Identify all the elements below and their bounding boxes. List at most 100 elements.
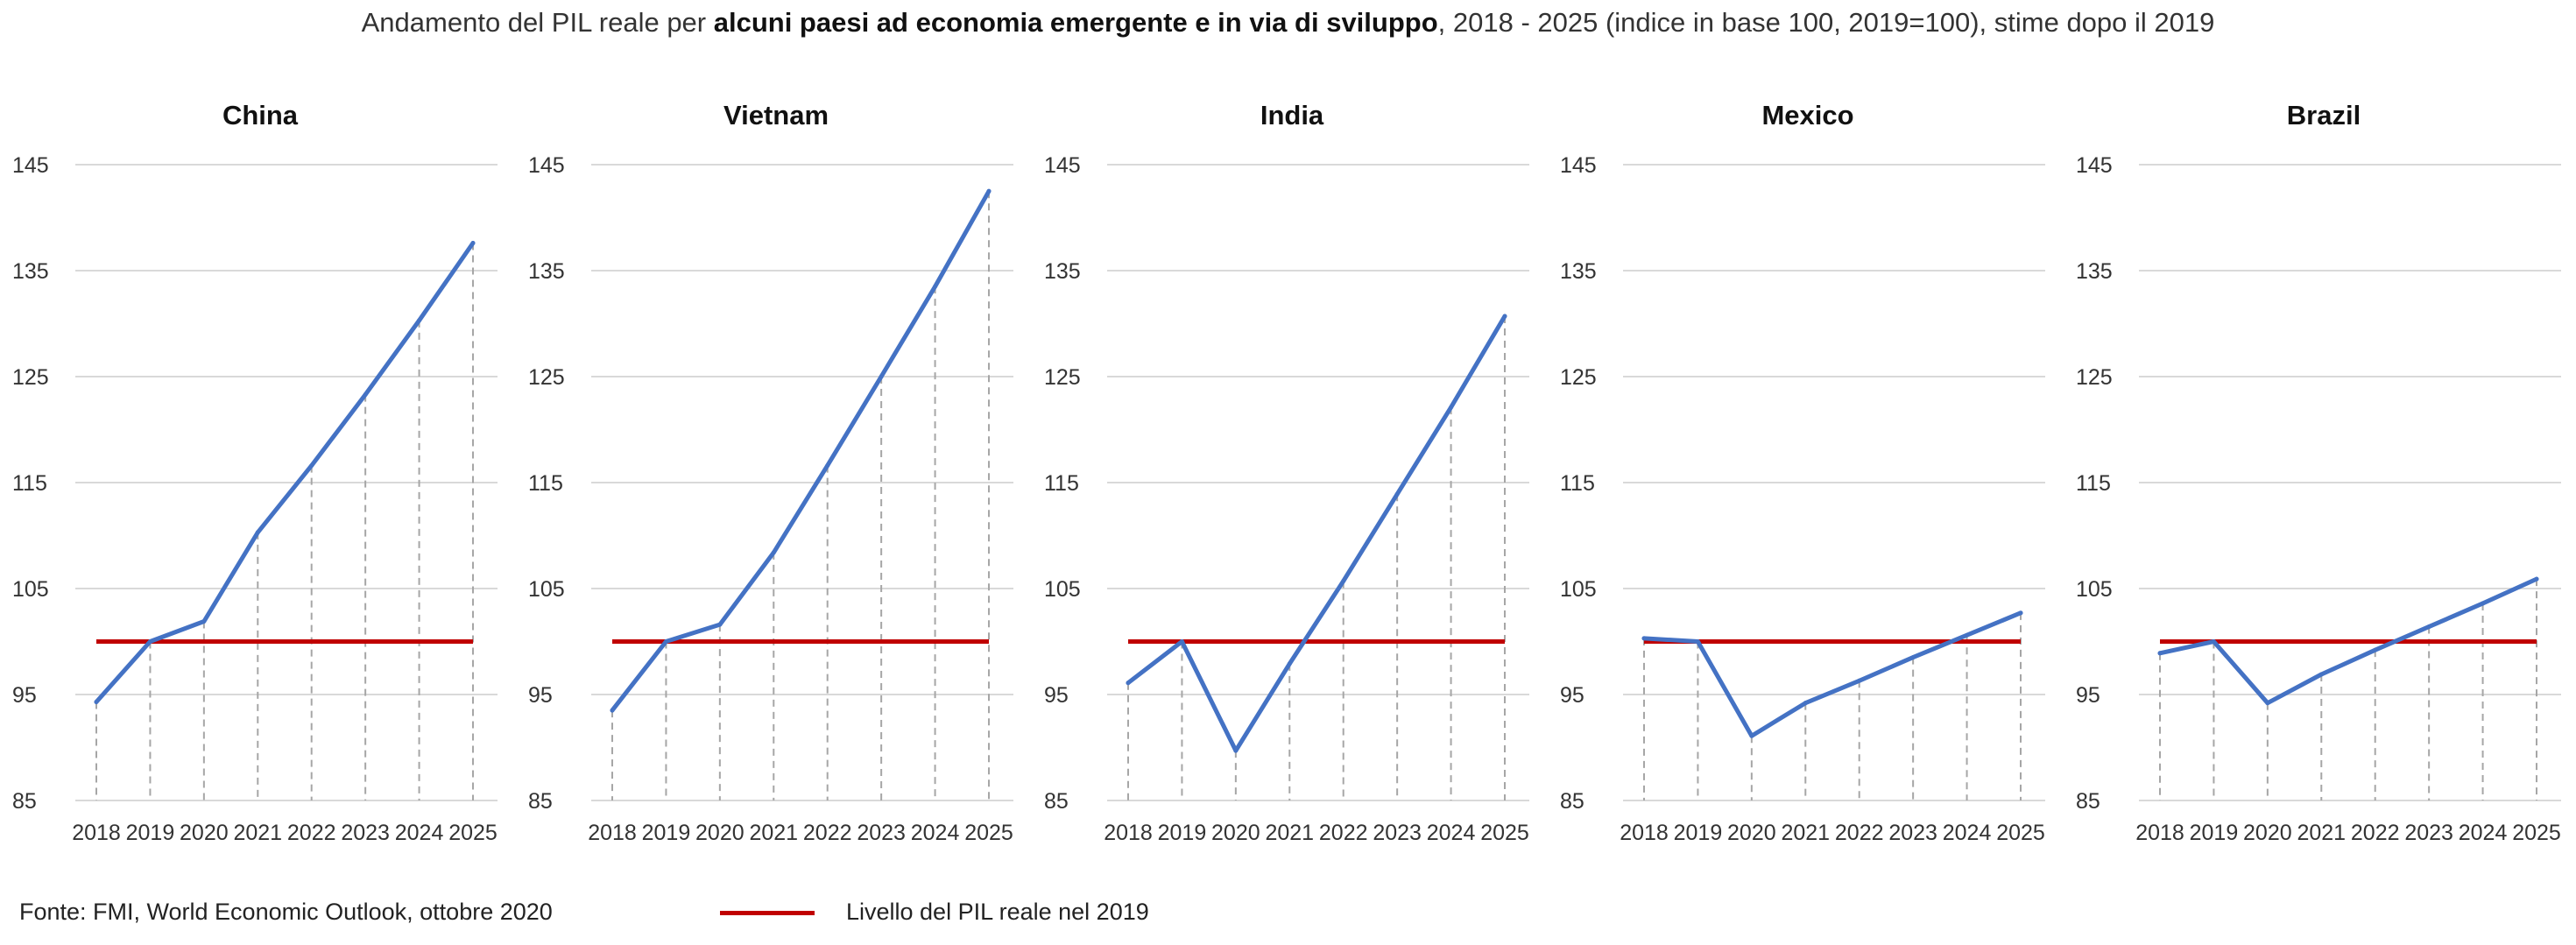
y-tick-label: 125 [1044, 365, 1081, 390]
x-tick-label: 2025 [2512, 821, 2561, 845]
x-tick-label: 2019 [1158, 821, 1207, 845]
y-tick-label: 125 [2076, 365, 2113, 390]
y-tick-label: 145 [1560, 153, 1597, 178]
legend: Livello del PIL reale nel 2019 [720, 899, 1149, 926]
data-point [417, 318, 422, 323]
data-point [879, 374, 884, 379]
y-tick-label: 135 [1044, 259, 1081, 284]
y-tick-label: 105 [528, 577, 565, 602]
x-tick-label: 2018 [1104, 821, 1153, 845]
x-tick-label: 2019 [126, 821, 175, 845]
data-point [470, 241, 476, 246]
x-tick-label: 2021 [2297, 821, 2346, 845]
x-tick-label: 2022 [1835, 821, 1884, 845]
y-tick-label: 135 [528, 259, 565, 284]
y-tick-label: 85 [2076, 789, 2100, 814]
data-point [1394, 491, 1400, 497]
x-tick-label: 2018 [2135, 821, 2184, 845]
x-tick-label: 2023 [1888, 821, 1937, 845]
x-tick-label: 2019 [1674, 821, 1723, 845]
y-tick-label: 115 [12, 471, 47, 496]
series-line [2157, 576, 2539, 706]
data-point [1749, 733, 1754, 738]
data-point [933, 284, 938, 289]
x-tick-label: 2023 [857, 821, 906, 845]
y-tick-label: 85 [1560, 789, 1584, 814]
chart-title: Mexico [1761, 100, 1853, 130]
y-tick-label: 105 [2076, 577, 2113, 602]
y-tick-label: 135 [2076, 259, 2113, 284]
data-point [309, 463, 314, 469]
series-line [1126, 314, 1507, 753]
title-post: , 2018 - 2025 (indice in base 100, 2019=… [1437, 7, 2215, 38]
y-tick-label: 145 [1044, 153, 1081, 178]
x-tick-label: 2021 [1781, 821, 1830, 845]
y-tick-label: 135 [1560, 259, 1597, 284]
chart-india: India 85 95 105 115 125 135 145 2018 2019 2020 2021… [1044, 100, 1529, 845]
x-tick-label: 2025 [964, 821, 1013, 845]
x-tick-label: 2023 [1373, 821, 1422, 845]
y-tick-label: 95 [2076, 683, 2100, 708]
data-point [201, 619, 207, 624]
x-tick-label: 2018 [588, 821, 637, 845]
x-tick-label: 2020 [695, 821, 745, 845]
data-point [1233, 748, 1239, 753]
data-point [610, 708, 615, 713]
x-tick-label: 2025 [1480, 821, 1529, 845]
data-point [2318, 672, 2324, 677]
x-tick-label: 2025 [448, 821, 498, 845]
data-point [2265, 701, 2270, 706]
data-point [986, 188, 992, 194]
y-tick-label: 135 [12, 259, 49, 284]
chart-main-title: Andamento del PIL reale per alcuni paesi… [0, 7, 2576, 39]
data-point [1179, 639, 1184, 644]
y-tick-label: 115 [528, 471, 563, 496]
data-point [1910, 655, 1916, 660]
data-point [771, 550, 776, 555]
x-tick-label: 2025 [1996, 821, 2045, 845]
x-tick-label: 2022 [2351, 821, 2400, 845]
source-note: Fonte: FMI, World Economic Outlook, otto… [19, 899, 553, 925]
data-point [363, 392, 368, 398]
y-tick-label: 105 [1560, 577, 1597, 602]
data-point [2211, 639, 2216, 644]
chart-title: China [222, 100, 299, 130]
x-tick-label: 2020 [180, 821, 229, 845]
y-tick-label: 115 [1044, 471, 1079, 496]
y-tick-label: 95 [12, 683, 37, 708]
y-tick-label: 85 [12, 789, 37, 814]
y-tick-label: 85 [528, 789, 553, 814]
x-tick-label: 2020 [1211, 821, 1260, 845]
x-tick-label: 2024 [1943, 821, 1992, 845]
data-point [1126, 681, 1131, 686]
x-tick-label: 2022 [803, 821, 852, 845]
y-tick-label: 145 [528, 153, 565, 178]
data-point [663, 639, 668, 644]
chart-title: Brazil [2287, 100, 2361, 130]
legend-label: Livello del PIL reale nel 2019 [846, 899, 1149, 925]
y-tick-label: 95 [1044, 683, 1069, 708]
data-point [2157, 651, 2163, 656]
x-tick-label: 2020 [1727, 821, 1776, 845]
series-line [94, 241, 476, 704]
x-tick-label: 2019 [642, 821, 691, 845]
legend-swatch-baseline [720, 911, 815, 916]
chart-title: India [1260, 100, 1324, 130]
data-point [2018, 610, 2023, 616]
data-point [1695, 639, 1700, 644]
y-tick-label: 125 [12, 365, 49, 390]
x-tick-label: 2023 [2404, 821, 2453, 845]
data-point [1857, 678, 1862, 683]
x-tick-label: 2020 [2243, 821, 2292, 845]
x-tick-label: 2021 [749, 821, 798, 845]
y-tick-label: 95 [1560, 683, 1584, 708]
x-tick-label: 2022 [287, 821, 336, 845]
series-line [1641, 610, 2023, 738]
y-tick-label: 105 [1044, 577, 1081, 602]
y-tick-label: 105 [12, 577, 49, 602]
data-point [2373, 647, 2378, 652]
data-point [147, 639, 152, 644]
data-point [2534, 576, 2539, 582]
